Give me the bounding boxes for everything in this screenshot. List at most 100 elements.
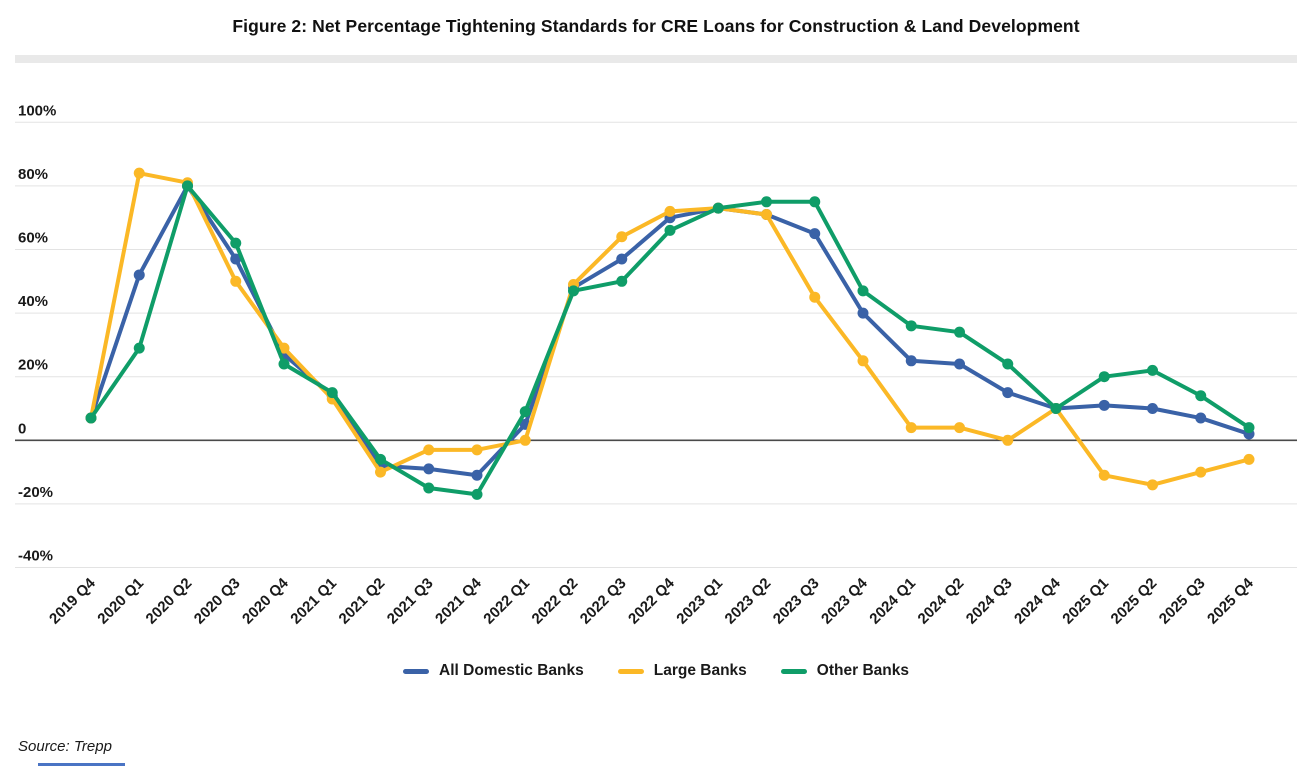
x-tick-label: 2022 Q4: [625, 574, 678, 627]
x-tick-label: 2023 Q4: [818, 574, 871, 627]
data-point-other-banks: [809, 196, 821, 208]
x-tick-label: 2025 Q3: [1156, 575, 1209, 628]
data-point-other-banks: [519, 406, 531, 418]
data-point-all-domestic-banks: [1098, 399, 1110, 411]
data-point-large-banks: [857, 355, 869, 367]
data-point-other-banks: [1050, 403, 1062, 414]
data-point-large-banks: [519, 434, 531, 446]
x-tick-label: 2025 Q2: [1108, 575, 1161, 628]
y-tick-label: -20%: [18, 484, 53, 501]
x-tick-label: 2021 Q4: [432, 574, 485, 627]
data-point-other-banks: [326, 387, 338, 399]
data-point-all-domestic-banks: [1147, 403, 1158, 414]
x-tick-label: 2021 Q2: [336, 575, 389, 628]
legend-swatch-icon: [403, 668, 430, 674]
legend-item-large-banks: Large Banks: [617, 662, 747, 680]
data-point-large-banks: [1002, 434, 1014, 446]
x-tick-label: 2021 Q1: [287, 575, 340, 628]
x-tick-label: 2023 Q2: [722, 575, 775, 628]
x-tick-label: 2022 Q1: [480, 575, 533, 628]
data-point-all-domestic-banks: [954, 358, 965, 370]
data-point-all-domestic-banks: [423, 463, 435, 475]
x-tick-label: 2024 Q3: [963, 575, 1016, 628]
data-point-other-banks: [423, 482, 435, 494]
legend-item-all-domestic-banks: All Domestic Banks: [403, 662, 584, 680]
data-point-other-banks: [712, 202, 724, 214]
data-point-other-banks: [182, 180, 193, 192]
data-point-large-banks: [471, 444, 483, 456]
data-point-other-banks: [568, 285, 579, 297]
clipped-link-artifact: [38, 763, 125, 766]
data-point-all-domestic-banks: [471, 469, 483, 481]
data-point-other-banks: [278, 358, 290, 370]
x-tick-label: 2019 Q4: [46, 574, 99, 627]
data-point-other-banks: [905, 320, 917, 332]
y-tick-label: 40%: [18, 293, 48, 310]
x-tick-label: 2022 Q2: [529, 575, 582, 628]
data-point-large-banks: [954, 422, 965, 434]
y-tick-label: 0: [18, 420, 26, 437]
title-divider: [15, 55, 1297, 63]
data-point-large-banks: [905, 422, 917, 434]
data-point-large-banks: [1195, 466, 1207, 478]
data-point-all-domestic-banks: [857, 307, 869, 319]
data-point-large-banks: [1243, 453, 1255, 465]
data-point-large-banks: [616, 231, 628, 243]
x-tick-label: 2022 Q3: [577, 575, 630, 628]
data-point-large-banks: [375, 466, 386, 478]
data-point-other-banks: [1002, 358, 1014, 370]
data-point-large-banks: [664, 205, 676, 217]
data-point-large-banks: [278, 342, 290, 354]
x-tick-label: 2024 Q4: [1011, 574, 1064, 627]
legend-label: Other Banks: [816, 662, 909, 679]
x-tick-label: 2020 Q3: [191, 575, 244, 628]
x-tick-label: 2023 Q3: [770, 575, 823, 628]
data-point-other-banks: [230, 237, 242, 249]
x-tick-label: 2021 Q3: [384, 575, 437, 628]
x-tick-label: 2024 Q2: [915, 575, 968, 628]
data-point-large-banks: [423, 444, 435, 456]
data-point-other-banks: [954, 326, 965, 338]
data-point-large-banks: [809, 291, 821, 303]
data-point-all-domestic-banks: [1002, 387, 1014, 399]
x-tick-label: 2023 Q1: [673, 575, 726, 628]
data-point-other-banks: [664, 224, 676, 236]
data-point-other-banks: [1195, 390, 1207, 402]
data-point-all-domestic-banks: [905, 355, 917, 367]
x-tick-label: 2024 Q1: [866, 575, 919, 628]
data-point-other-banks: [1147, 364, 1158, 376]
data-point-large-banks: [1098, 469, 1110, 481]
data-point-other-banks: [85, 412, 97, 424]
data-point-large-banks: [230, 275, 242, 287]
x-tick-label: 2020 Q2: [143, 575, 196, 628]
data-point-large-banks: [1147, 479, 1158, 491]
data-point-all-domestic-banks: [1195, 412, 1207, 424]
data-point-all-domestic-banks: [230, 253, 242, 265]
x-tick-label: 2025 Q4: [1204, 574, 1257, 627]
data-point-large-banks: [133, 167, 145, 179]
x-tick-label: 2020 Q1: [94, 575, 147, 628]
y-tick-label: 20%: [18, 357, 48, 374]
y-tick-label: 80%: [18, 166, 48, 183]
data-point-other-banks: [1098, 371, 1110, 383]
data-point-other-banks: [857, 285, 869, 297]
chart-title: Figure 2: Net Percentage Tightening Stan…: [232, 16, 1080, 36]
legend: All Domestic Banks Large Banks Other Ban…: [0, 662, 1312, 680]
data-point-all-domestic-banks: [133, 269, 145, 281]
data-point-other-banks: [616, 275, 628, 287]
legend-swatch-icon: [780, 668, 807, 674]
data-point-other-banks: [133, 342, 145, 354]
data-point-other-banks: [375, 453, 386, 465]
legend-label: All Domestic Banks: [439, 662, 584, 679]
source-note: Source: Trepp: [18, 738, 112, 755]
data-point-all-domestic-banks: [809, 228, 821, 240]
data-point-other-banks: [761, 196, 772, 208]
data-point-other-banks: [1243, 422, 1255, 434]
data-point-all-domestic-banks: [616, 253, 628, 265]
data-point-other-banks: [471, 488, 483, 500]
x-tick-label: 2025 Q1: [1059, 575, 1112, 628]
legend-label: Large Banks: [653, 662, 747, 679]
data-point-large-banks: [761, 209, 772, 221]
